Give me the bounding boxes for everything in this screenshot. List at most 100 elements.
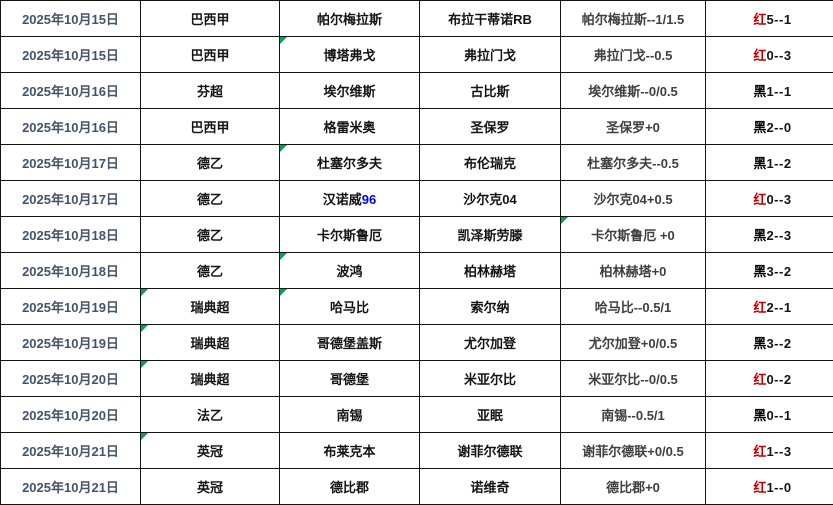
cell-result[interactable]: 黑1--1 [706,73,833,109]
cell-handicap[interactable]: 卡尔斯鲁厄 +0 [561,217,706,253]
cell-date[interactable]: 2025年10月15日 [1,1,141,37]
cell-result[interactable]: 红0--3 [706,181,833,217]
cell-handicap[interactable]: 哈马比--0.5/1 [561,289,706,325]
cell-away[interactable]: 米亚尔比 [420,361,561,397]
cell-date[interactable]: 2025年10月17日 [1,145,141,181]
cell-away[interactable]: 尤尔加登 [420,325,561,361]
cell-away[interactable]: 亚眠 [420,397,561,433]
cell-date[interactable]: 2025年10月19日 [1,325,141,361]
cell-handicap[interactable]: 尤尔加登+0/0.5 [561,325,706,361]
cell-home[interactable]: 埃尔维斯 [280,73,420,109]
cell-away[interactable]: 索尔纳 [420,289,561,325]
home-text: 德比郡 [330,480,369,495]
cell-home[interactable]: 卡尔斯鲁厄 [280,217,420,253]
cell-league[interactable]: 瑞典超 [141,289,280,325]
cell-league[interactable]: 英冠 [141,433,280,469]
cell-handicap[interactable]: 南锡--0.5/1 [561,397,706,433]
cell-away[interactable]: 弗拉门戈 [420,37,561,73]
away-text: 弗拉门戈 [464,48,516,63]
cell-league[interactable]: 德乙 [141,217,280,253]
cell-away[interactable]: 布拉干蒂诺RB [420,1,561,37]
cell-away[interactable]: 古比斯 [420,73,561,109]
cell-league[interactable]: 德乙 [141,145,280,181]
result-flag: 黑 [753,264,766,279]
cell-league[interactable]: 芬超 [141,73,280,109]
cell-date[interactable]: 2025年10月19日 [1,289,141,325]
result-score: 3--2 [766,336,791,351]
cell-league[interactable]: 英冠 [141,469,280,505]
cell-home[interactable]: 杜塞尔多夫 [280,145,420,181]
cell-handicap[interactable]: 弗拉门戈--0.5 [561,37,706,73]
cell-home[interactable]: 南锡 [280,397,420,433]
cell-date[interactable]: 2025年10月15日 [1,37,141,73]
cell-home[interactable]: 波鸿 [280,253,420,289]
home-text: 杜塞尔多夫 [317,156,382,171]
cell-result[interactable]: 黑1--2 [706,145,833,181]
cell-result[interactable]: 红1--0 [706,469,833,505]
cell-home[interactable]: 哥德堡盖斯 [280,325,420,361]
cell-league[interactable]: 巴西甲 [141,1,280,37]
cell-league[interactable]: 瑞典超 [141,361,280,397]
cell-date[interactable]: 2025年10月16日 [1,73,141,109]
cell-away[interactable]: 谢菲尔德联 [420,433,561,469]
cell-home[interactable]: 博塔弗戈 [280,37,420,73]
cell-result[interactable]: 红0--3 [706,37,833,73]
cell-result[interactable]: 黑3--2 [706,253,833,289]
cell-result[interactable]: 红5--1 [706,1,833,37]
cell-date[interactable]: 2025年10月18日 [1,253,141,289]
home-text: 埃尔维斯 [323,84,375,99]
away-text: 米亚尔比 [464,372,516,387]
result-score: 1--1 [766,84,791,99]
cell-away[interactable]: 凯泽斯劳滕 [420,217,561,253]
cell-handicap[interactable]: 米亚尔比--0/0.5 [561,361,706,397]
cell-league[interactable]: 德乙 [141,181,280,217]
cell-date[interactable]: 2025年10月18日 [1,217,141,253]
cell-handicap[interactable]: 埃尔维斯--0/0.5 [561,73,706,109]
cell-date[interactable]: 2025年10月16日 [1,109,141,145]
cell-handicap[interactable]: 柏林赫塔+0 [561,253,706,289]
cell-handicap[interactable]: 帕尔梅拉斯--1/1.5 [561,1,706,37]
cell-away[interactable]: 沙尔克04 [420,181,561,217]
handicap-text: 圣保罗+0 [606,120,660,135]
cell-home[interactable]: 汉诺威96 [280,181,420,217]
result-score: 3--2 [766,264,791,279]
cell-away[interactable]: 柏林赫塔 [420,253,561,289]
league-text: 巴西甲 [190,12,229,27]
cell-result[interactable]: 黑3--2 [706,325,833,361]
cell-date[interactable]: 2025年10月21日 [1,469,141,505]
cell-result[interactable]: 黑0--1 [706,397,833,433]
cell-home[interactable]: 格雷米奥 [280,109,420,145]
cell-handicap[interactable]: 谢菲尔德联+0/0.5 [561,433,706,469]
cell-result[interactable]: 红2--1 [706,289,833,325]
cell-result[interactable]: 黑2--3 [706,217,833,253]
cell-away[interactable]: 圣保罗 [420,109,561,145]
cell-home[interactable]: 哈马比 [280,289,420,325]
cell-league[interactable]: 法乙 [141,397,280,433]
cell-handicap[interactable]: 沙尔克04+0.5 [561,181,706,217]
cell-result[interactable]: 黑2--0 [706,109,833,145]
away-text: 尤尔加登 [464,336,516,351]
cell-handicap[interactable]: 杜塞尔多夫--0.5 [561,145,706,181]
cell-away[interactable]: 诺维奇 [420,469,561,505]
result-flag: 黑 [753,228,766,243]
cell-league[interactable]: 巴西甲 [141,109,280,145]
cell-league[interactable]: 德乙 [141,253,280,289]
cell-handicap[interactable]: 圣保罗+0 [561,109,706,145]
cell-date[interactable]: 2025年10月20日 [1,397,141,433]
cell-handicap[interactable]: 德比郡+0 [561,469,706,505]
cell-result[interactable]: 红0--2 [706,361,833,397]
cell-away[interactable]: 布伦瑞克 [420,145,561,181]
cell-home[interactable]: 德比郡 [280,469,420,505]
cell-date[interactable]: 2025年10月20日 [1,361,141,397]
cell-date[interactable]: 2025年10月21日 [1,433,141,469]
cell-home[interactable]: 布莱克本 [280,433,420,469]
cell-home[interactable]: 哥德堡 [280,361,420,397]
cell-result[interactable]: 红1--3 [706,433,833,469]
away-text: 凯泽斯劳滕 [457,228,522,243]
cell-date[interactable]: 2025年10月17日 [1,181,141,217]
cell-home[interactable]: 帕尔梅拉斯 [280,1,420,37]
cell-league[interactable]: 巴西甲 [141,37,280,73]
cell-league[interactable]: 瑞典超 [141,325,280,361]
